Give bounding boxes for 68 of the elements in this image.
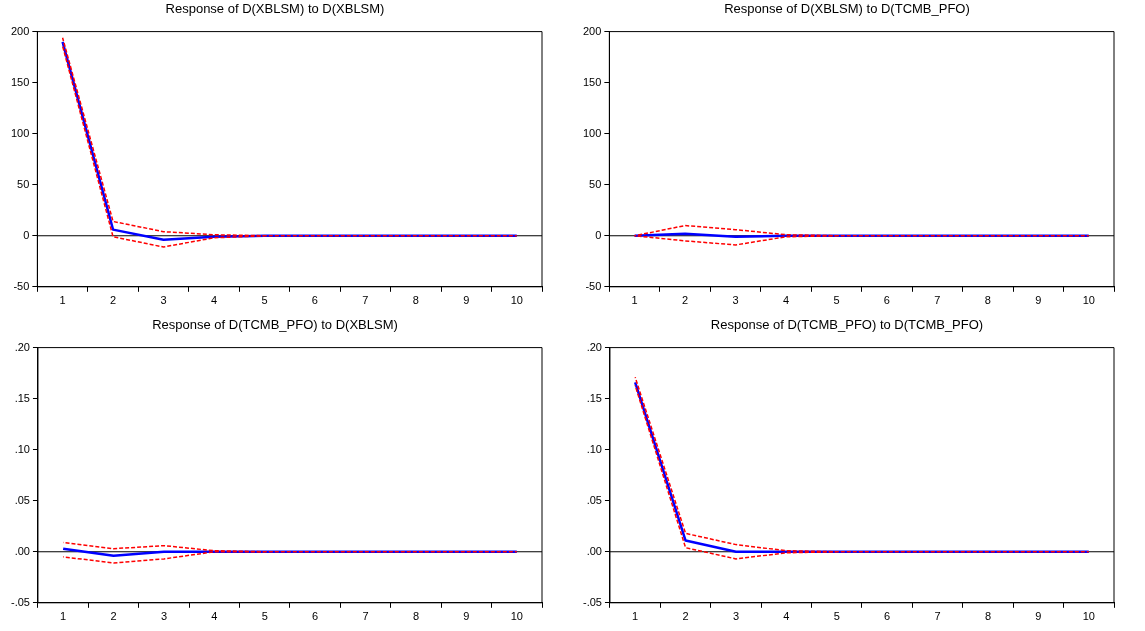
y-tick-label: .15 (14, 391, 30, 404)
x-tick-label: 2 (682, 610, 689, 623)
x-tick-label: 6 (884, 610, 891, 623)
y-tick-label: 50 (17, 177, 30, 190)
x-tick-label: 1 (60, 610, 67, 623)
x-tick-label: 2 (110, 610, 117, 623)
x-tick-label: 1 (632, 610, 639, 623)
y-tick-label: 0 (23, 228, 30, 241)
x-tick-label: 1 (59, 294, 66, 307)
y-tick-label: -50 (13, 279, 30, 292)
x-tick-label: 7 (934, 610, 941, 623)
y-tick-label: .20 (586, 340, 602, 353)
y-tick-label: 150 (10, 75, 30, 88)
x-tick-label: 8 (984, 610, 992, 623)
x-tick-label: 5 (261, 610, 268, 623)
x-tick-label: 6 (312, 610, 319, 623)
x-tick-label: 6 (311, 294, 318, 307)
x-tick-label: 2 (681, 294, 689, 307)
y-tick-label: -50 (585, 279, 602, 292)
y-tick-label: .05 (586, 493, 602, 506)
y-tick-label: 50 (589, 177, 602, 190)
x-tick-label: 4 (782, 294, 790, 307)
y-tick-label: -.05 (582, 595, 602, 608)
y-tick-label: .15 (586, 391, 602, 404)
x-tick-label: 4 (783, 610, 790, 623)
x-tick-label: 4 (210, 294, 218, 307)
x-tick-label: 3 (160, 610, 168, 623)
x-tick-label: 4 (211, 610, 218, 623)
x-tick-label: 1 (631, 294, 638, 307)
y-tick-label: 200 (10, 24, 30, 37)
x-tick-label: 3 (732, 610, 740, 623)
y-tick-label: .10 (586, 442, 602, 455)
y-tick-label: .10 (14, 442, 30, 455)
y-tick-label: 150 (582, 75, 602, 88)
x-tick-label: 8 (412, 294, 419, 307)
x-tick-label: 10 (1082, 610, 1095, 623)
y-tick-label: .20 (14, 340, 30, 353)
x-tick-label: 7 (362, 610, 369, 623)
y-tick-label: 0 (595, 228, 602, 241)
x-tick-label: 7 (362, 294, 369, 307)
x-tick-label: 9 (1035, 294, 1042, 307)
chart-title: Response of D(TCMB_PFO) to D(XBLSM) (152, 317, 398, 333)
x-tick-label: 5 (833, 294, 840, 307)
y-tick-label: .00 (586, 544, 602, 557)
x-tick-label: 7 (934, 294, 941, 307)
y-tick-label: .05 (14, 493, 30, 506)
x-tick-label: 6 (883, 294, 890, 307)
x-tick-label: 8 (412, 610, 420, 623)
y-tick-label: -.05 (10, 595, 30, 608)
x-tick-label: 10 (510, 294, 523, 307)
y-tick-label: 200 (582, 24, 602, 37)
x-tick-label: 10 (1082, 294, 1095, 307)
x-tick-label: 5 (261, 294, 268, 307)
x-tick-label: 8 (984, 294, 991, 307)
x-tick-label: 9 (1035, 610, 1042, 623)
x-tick-label: 9 (463, 610, 470, 623)
x-tick-label: 5 (833, 610, 840, 623)
chart-title: Response of D(XBLSM) to D(TCMB_PFO) (724, 1, 970, 17)
x-tick-label: 3 (732, 294, 739, 307)
chart-title: Response of D(TCMB_PFO) to D(TCMB_PFO) (710, 317, 984, 333)
y-tick-label: .00 (14, 544, 30, 557)
y-tick-label: 100 (10, 126, 30, 139)
x-tick-label: 2 (109, 294, 117, 307)
x-tick-label: 9 (463, 294, 470, 307)
y-tick-label: 100 (582, 126, 602, 139)
chart-title: Response of D(XBLSM) to D(XBLSM) (165, 1, 385, 17)
x-tick-label: 10 (510, 610, 523, 623)
x-tick-label: 3 (160, 294, 167, 307)
